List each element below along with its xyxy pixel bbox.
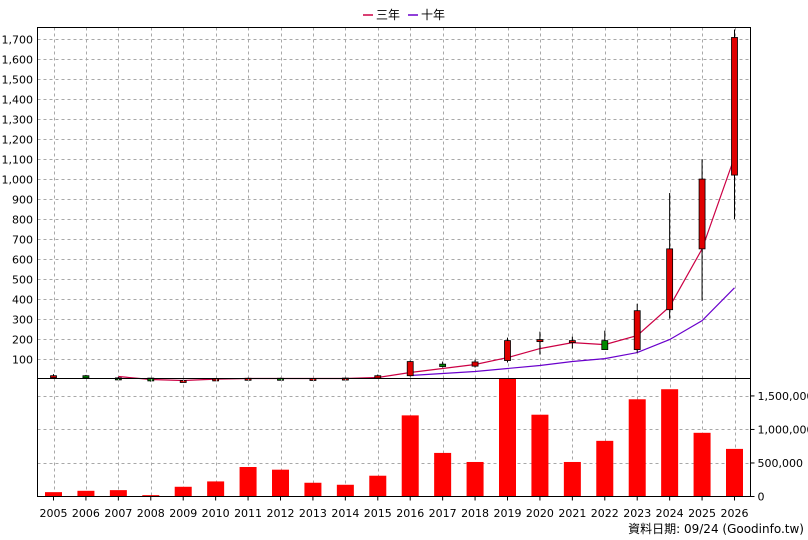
volume-bar [207,481,225,497]
volume-bar [272,469,289,497]
volume-bar [336,484,354,497]
volume-bar [563,461,581,497]
x-tick-label: 2019 [494,507,522,520]
price-tick-label: 100 [12,354,33,367]
volume-bar [434,452,452,497]
volume-y-axis: 0 500,000 1,000,000 1,500,000 [750,390,808,504]
x-tick-label: 2025 [688,507,716,520]
price-tick-label: 400 [12,294,33,307]
volume-bar [531,414,549,497]
candle-body [406,361,414,377]
candle-body [82,375,90,379]
volume-bar [466,461,484,497]
volume-panel: 0 500,000 1,000,000 1,500,000 [37,378,808,504]
x-tick-label: 2008 [137,507,165,520]
price-tick-label: 500 [12,274,33,287]
price-tick-label: 1,700 [2,34,34,47]
x-tick-label: 2007 [104,507,132,520]
volume-bar [77,490,95,497]
x-tick-label: 2023 [623,507,651,520]
x-tick-label: 2010 [202,507,230,520]
x-tick-label: 2026 [721,507,749,520]
volume-bar [401,415,419,497]
price-tick-label: 200 [12,334,33,347]
volume-tick-label: 1,500,000 [758,390,808,403]
volume-bar [304,482,322,497]
data-date-footer: 資料日期: 09/24 (Goodinfo.tw) [628,522,804,536]
price-tick-label: 1,600 [2,54,34,67]
x-tick-label: 2015 [364,507,392,520]
x-tick-label: 2011 [234,507,262,520]
volume-bar [726,448,743,497]
x-tick-label: 2017 [429,507,457,520]
ma-10yr-line [410,287,735,377]
volume-bar [109,490,127,497]
price-tick-label: 1,500 [2,74,34,87]
price-tick-label: 300 [12,314,33,327]
price-tick-label: 700 [12,234,33,247]
volume-bar [661,389,679,497]
legend-label-3yr: 三年 [376,8,400,22]
candle-body [536,339,544,343]
x-tick-label: 2022 [591,507,619,520]
price-panel-frame [37,27,751,379]
x-tick-label: 2024 [656,507,684,520]
volume-bar [239,467,257,497]
candlesticks [50,29,738,383]
price-panel: 100 200 300 400 500 600 700 800 900 1,000 1,100 1,2… [2,27,751,383]
candle-body [212,378,220,382]
volume-bar [596,440,614,497]
candle-body [633,310,641,350]
candle-body [666,248,674,311]
candle-body [374,375,382,379]
x-tick-label: 2006 [72,507,100,520]
volume-bar [174,486,192,497]
price-tick-label: 900 [12,194,33,207]
x-tick-label: 2005 [40,507,68,520]
x-tick-label: 2009 [169,507,197,520]
price-y-axis: 100 200 300 400 500 600 700 800 900 1,000 1,100 1,2… [2,34,34,367]
volume-bar [369,475,387,497]
volume-bar [628,399,646,497]
price-tick-label: 1,300 [2,114,34,127]
candle-body [471,361,479,367]
price-tick-label: 600 [12,254,33,267]
candle-body [698,178,706,250]
volume-tick-label: 0 [758,491,765,504]
price-tick-label: 1,200 [2,134,34,147]
x-tick-label: 2016 [396,507,424,520]
moving-average-lines [118,156,736,382]
volume-bar [45,492,62,497]
price-tick-label: 800 [12,214,33,227]
ma-3yr-line [118,156,736,382]
legend-label-10yr: 十年 [421,8,445,22]
candle-body [504,340,511,361]
x-tick-label: 2021 [558,507,586,520]
candle-body [601,340,609,350]
volume-tick-label: 500,000 [758,457,804,470]
price-tick-label: 1,000 [2,174,34,187]
legend: 三年 十年 [363,8,445,22]
volume-panel-frame [37,378,751,497]
volume-bar [142,495,160,497]
volume-bar [499,378,516,497]
x-axis: 2005 2006 2007 2008 2009 2010 2011 2012 2013 2014… [40,496,749,520]
x-tick-label: 2014 [331,507,359,520]
candle-body [731,37,738,176]
candle-body [568,340,576,344]
price-tick-label: 1,100 [2,154,34,167]
volume-tick-label: 1,000,000 [758,423,808,436]
price-grid [37,27,751,379]
price-tick-label: 1,400 [2,94,34,107]
x-tick-label: 2018 [461,507,489,520]
candle-body [439,363,447,367]
candle-body [50,375,57,379]
x-tick-label: 2013 [299,507,327,520]
volume-bar [693,432,711,497]
x-tick-label: 2012 [267,507,295,520]
x-tick-label: 2020 [526,507,554,520]
volume-bars [45,378,743,497]
